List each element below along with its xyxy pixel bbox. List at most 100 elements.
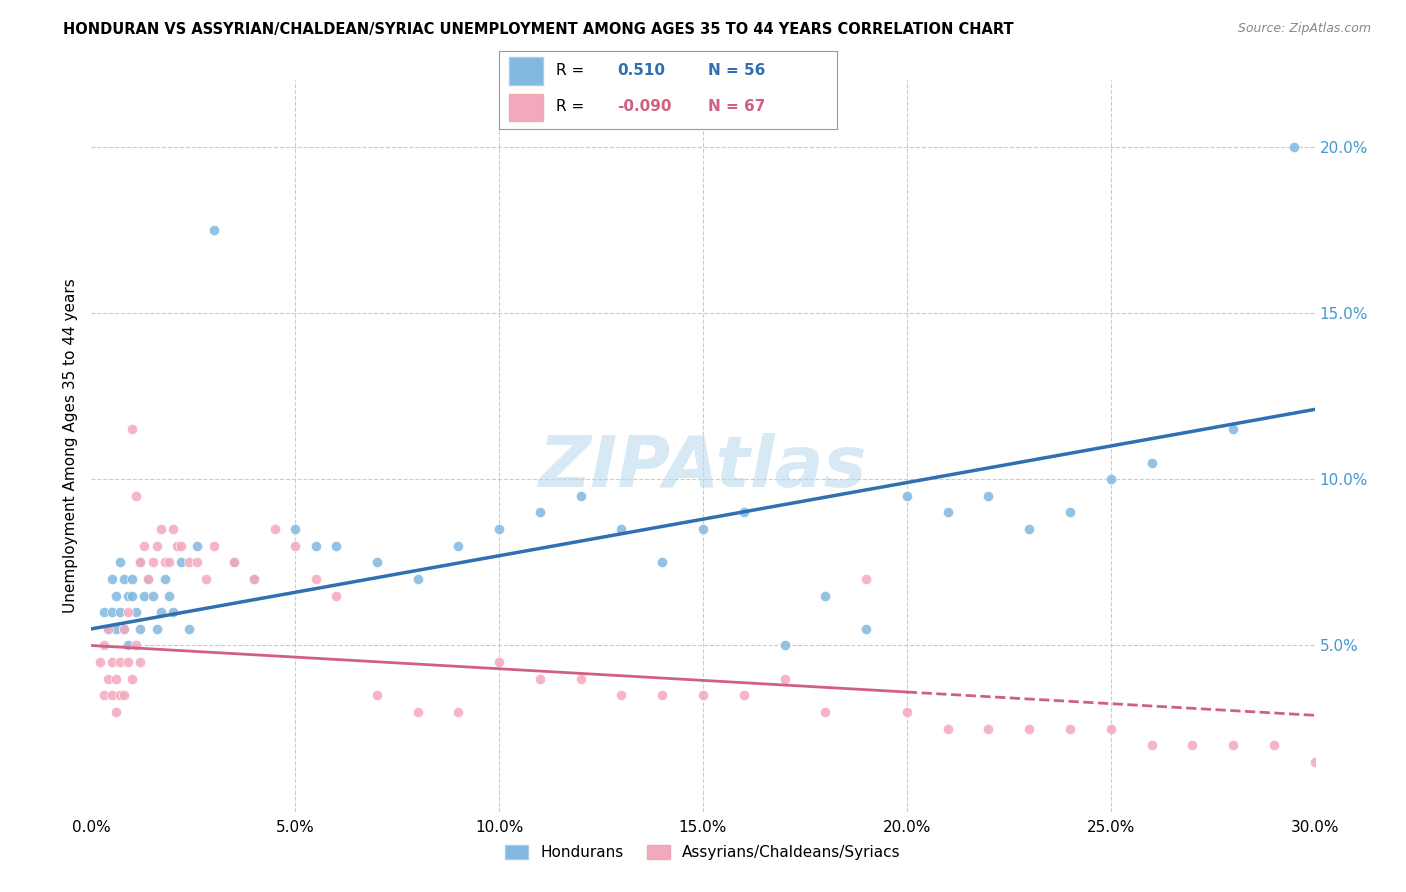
Point <box>1263 738 1285 752</box>
Point <box>157 555 180 569</box>
Point <box>1099 722 1122 736</box>
Point <box>569 672 592 686</box>
Point <box>222 555 246 569</box>
Point <box>488 655 510 669</box>
Bar <box>509 57 543 85</box>
Bar <box>509 94 543 121</box>
Point <box>125 605 148 619</box>
Point <box>284 539 307 553</box>
Point <box>101 689 124 703</box>
Point <box>125 489 148 503</box>
Point <box>1140 738 1163 752</box>
Point <box>157 589 180 603</box>
Point <box>773 672 796 686</box>
Point <box>162 605 184 619</box>
Point <box>610 522 633 536</box>
Point <box>179 622 201 636</box>
Point <box>112 622 135 636</box>
Point <box>162 522 184 536</box>
Point <box>101 572 124 586</box>
Point <box>104 705 127 719</box>
Point <box>170 555 193 569</box>
Point <box>1059 506 1081 520</box>
Point <box>104 622 127 636</box>
Point <box>733 506 755 520</box>
Point <box>304 539 326 553</box>
Point <box>1181 738 1204 752</box>
Point <box>977 489 1000 503</box>
Point <box>1140 456 1163 470</box>
Point <box>814 589 837 603</box>
Point <box>194 572 217 586</box>
Point <box>773 639 796 653</box>
Point <box>121 422 143 436</box>
Point <box>692 522 714 536</box>
Point <box>129 622 152 636</box>
Point <box>134 539 156 553</box>
Point <box>141 555 163 569</box>
Point <box>121 589 143 603</box>
Point <box>814 705 837 719</box>
Point <box>153 572 176 586</box>
Point <box>93 689 115 703</box>
Point <box>149 605 172 619</box>
Point <box>117 589 139 603</box>
Point <box>1059 722 1081 736</box>
Y-axis label: Unemployment Among Ages 35 to 44 years: Unemployment Among Ages 35 to 44 years <box>62 278 77 614</box>
Point <box>153 555 176 569</box>
Point <box>93 605 115 619</box>
Point <box>855 622 877 636</box>
Point <box>104 672 127 686</box>
Point <box>366 689 388 703</box>
Point <box>170 539 193 553</box>
Point <box>325 539 347 553</box>
Text: -0.090: -0.090 <box>617 100 672 114</box>
Point <box>145 622 167 636</box>
Point <box>125 639 148 653</box>
Point <box>149 522 172 536</box>
Text: ZIPAtlas: ZIPAtlas <box>538 434 868 502</box>
Point <box>89 655 111 669</box>
Text: R =: R = <box>557 63 585 78</box>
Point <box>97 622 120 636</box>
Point <box>93 639 115 653</box>
Point <box>108 605 131 619</box>
Point <box>569 489 592 503</box>
Point <box>121 572 143 586</box>
Point <box>97 672 120 686</box>
Point <box>117 605 139 619</box>
Point <box>447 539 470 553</box>
Legend: Hondurans, Assyrians/Chaldeans/Syriacs: Hondurans, Assyrians/Chaldeans/Syriacs <box>499 839 907 866</box>
Point <box>101 605 124 619</box>
Text: 0.510: 0.510 <box>617 63 665 78</box>
Point <box>129 555 152 569</box>
Point <box>304 572 326 586</box>
Point <box>141 589 163 603</box>
Point <box>108 689 131 703</box>
Point <box>610 689 633 703</box>
Point <box>202 539 225 553</box>
Text: Source: ZipAtlas.com: Source: ZipAtlas.com <box>1237 22 1371 36</box>
Point <box>406 572 429 586</box>
Point <box>529 506 551 520</box>
Point <box>121 672 143 686</box>
Point <box>651 555 673 569</box>
Point <box>488 522 510 536</box>
Text: R =: R = <box>557 100 585 114</box>
Point <box>202 223 225 237</box>
Point <box>936 722 959 736</box>
Point <box>1018 722 1040 736</box>
Point <box>1222 422 1244 436</box>
Point <box>1099 472 1122 486</box>
Point <box>264 522 287 536</box>
Point <box>406 705 429 719</box>
Point <box>112 689 135 703</box>
Point <box>651 689 673 703</box>
Text: N = 67: N = 67 <box>709 100 766 114</box>
Point <box>1303 755 1326 769</box>
Point <box>186 539 208 553</box>
Point <box>129 655 152 669</box>
Point <box>1222 738 1244 752</box>
Point <box>112 572 135 586</box>
Text: N = 56: N = 56 <box>709 63 766 78</box>
